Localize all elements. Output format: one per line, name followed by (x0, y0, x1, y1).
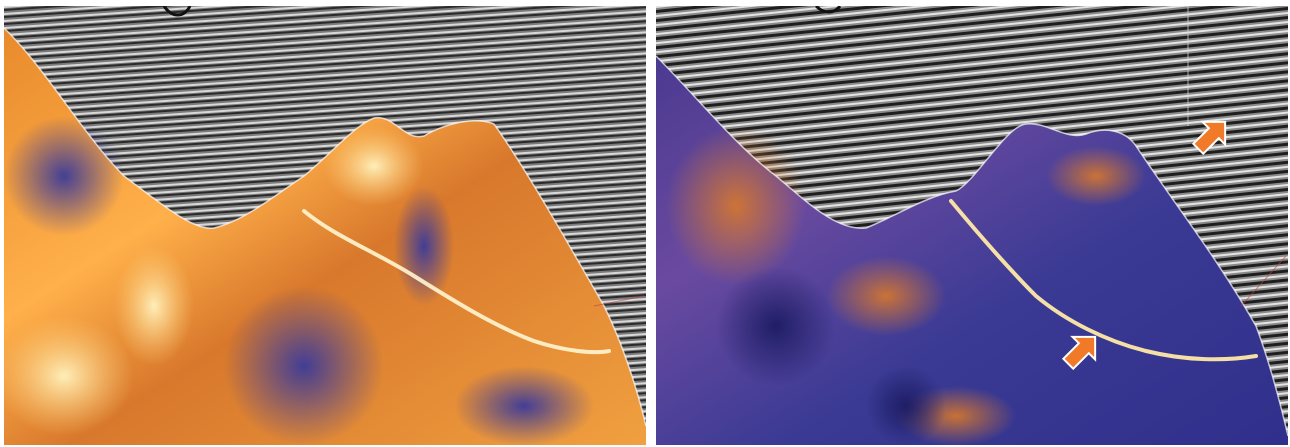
low-attribute-zone (454, 366, 594, 445)
reflector-top-left (162, 6, 192, 17)
mid-attribute-zone (826, 256, 946, 336)
bright-horizon-left (302, 209, 611, 355)
low-attribute-zone (4, 116, 124, 236)
reflector-top-right (814, 6, 842, 14)
low-attribute-zone (866, 366, 946, 445)
mid-attribute-zone (1046, 146, 1146, 206)
bright-fault-right (949, 199, 1258, 362)
low-attribute-zone (224, 286, 384, 445)
seismic-panel-right (656, 6, 1288, 445)
high-attribute-zone (324, 126, 424, 206)
arrow-icon (1191, 120, 1227, 156)
red-guide-line-left (593, 295, 645, 307)
low-attribute-zone (716, 266, 836, 386)
salt-boundary-left (4, 27, 646, 427)
seismic-panel-left (4, 6, 646, 445)
seismic-image-left (4, 6, 646, 445)
high-attribute-zone (4, 316, 134, 436)
low-attribute-zone (394, 186, 454, 306)
salt-boundary-right (656, 55, 1288, 437)
seismic-image-right (656, 6, 1288, 445)
mid-attribute-zone (666, 126, 806, 286)
red-guide-line-right (1240, 255, 1287, 307)
high-attribute-zone (114, 246, 194, 366)
arrow-icon (1061, 335, 1097, 371)
